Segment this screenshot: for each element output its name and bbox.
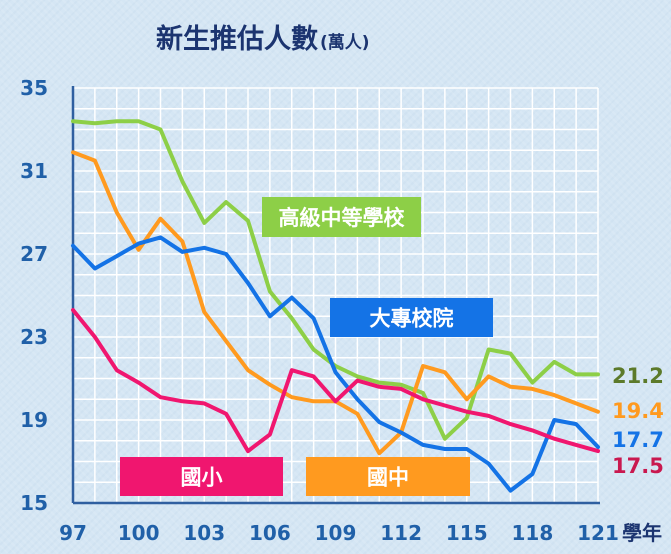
x-tick-label: 100: [118, 521, 160, 545]
x-tick-labels: 97 100 103 106 109 112 115 118 121: [59, 521, 619, 545]
grid-lines: [72, 87, 599, 504]
y-tick-labels: 15 19 23 27 31 35: [20, 76, 48, 515]
y-tick-label: 31: [20, 159, 48, 183]
series-line: [71, 119, 600, 441]
series-label-box: [262, 197, 421, 237]
x-tick-label: 115: [446, 521, 488, 545]
series-label-text: 國小: [181, 466, 223, 490]
x-tick-label: 103: [183, 521, 225, 545]
y-tick-label: 35: [20, 76, 48, 100]
series-label-text: 大專校院: [370, 307, 454, 331]
x-tick-label: 118: [512, 521, 554, 545]
end-value-label: 19.4: [612, 399, 664, 423]
series-label-text: 高級中等學校: [279, 206, 406, 230]
x-tick-label: 97: [59, 521, 87, 545]
x-tick-label: 106: [249, 521, 291, 545]
series-line: [71, 308, 600, 454]
series-label-box: [120, 457, 283, 496]
y-tick-label: 23: [20, 325, 48, 349]
end-value-label: 17.5: [612, 454, 664, 478]
end-value-label: 17.7: [612, 428, 664, 452]
series-label-text: 國中: [367, 466, 409, 490]
series-line: [71, 235, 600, 493]
chart-title: 新生推估人數: [156, 23, 318, 55]
x-tick-label: 121: [577, 521, 619, 545]
series-lines: [71, 119, 600, 493]
y-tick-label: 27: [20, 242, 48, 266]
y-tick-label: 19: [20, 408, 48, 432]
x-axis-label: 學年: [622, 521, 662, 545]
axes: [71, 86, 600, 505]
end-value-label: 21.2: [612, 364, 664, 388]
series-label-box: [330, 298, 493, 337]
x-tick-label: 112: [380, 521, 422, 545]
chart-title-unit: (萬人): [320, 32, 370, 53]
series-label-box: [306, 457, 470, 496]
y-tick-label: 15: [20, 491, 48, 515]
end-value-labels: 21.2 19.4 17.717.5: [612, 364, 664, 478]
x-tick-label: 109: [315, 521, 357, 545]
